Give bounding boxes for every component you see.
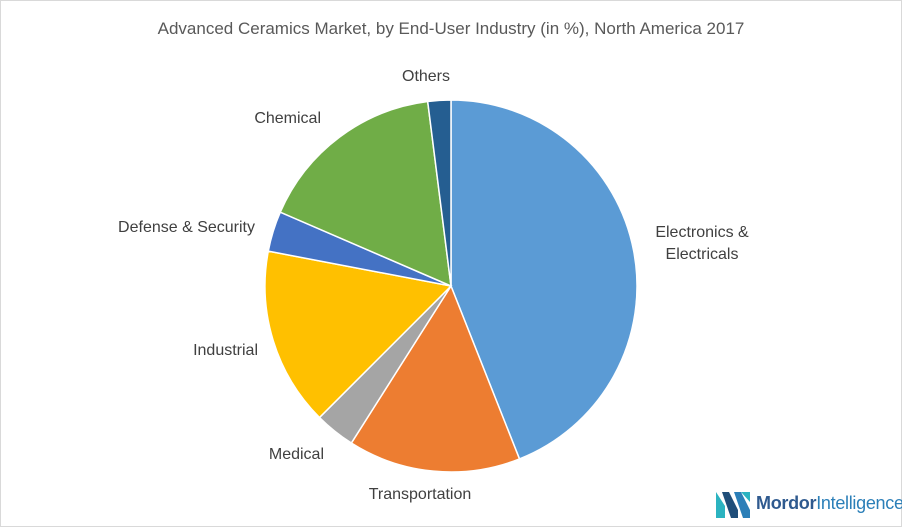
label-transportation: Transportation: [368, 486, 472, 503]
label-defense-security: Defense & Security: [118, 219, 255, 236]
logo-wordmark: MordorIntelligence: [756, 492, 902, 513]
chart-title: Advanced Ceramics Market, by End-User In…: [157, 19, 745, 38]
pie-slice-industrial: [264, 250, 453, 419]
label-others: Others: [401, 68, 451, 85]
mordor-intelligence-logo: MordorIntelligence: [716, 487, 902, 519]
pie-slice-chemical: [279, 100, 452, 288]
label-industrial: Industrial: [193, 342, 258, 359]
pie-slice-transportation: [350, 284, 521, 473]
pie-slice-others: [426, 99, 452, 287]
label-electronics: Electronics & Electricals: [655, 224, 749, 263]
label-chemical: Chemical: [254, 110, 321, 127]
label-medical: Medical: [268, 446, 324, 463]
mordor-logo-icon: [716, 492, 750, 518]
pie-slice-electronics-electricals: [450, 99, 638, 460]
